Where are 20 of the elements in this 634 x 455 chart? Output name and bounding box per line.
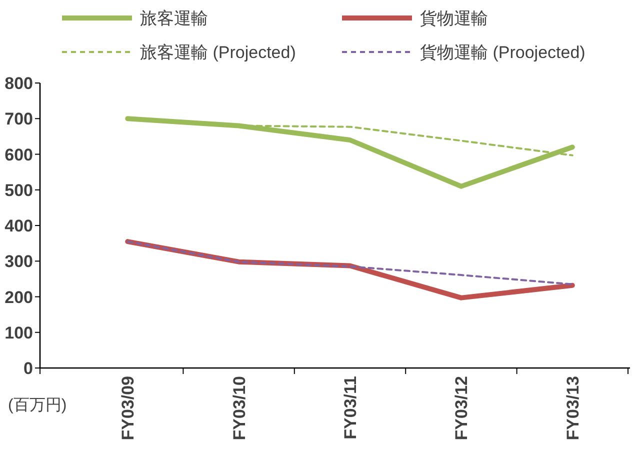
y-tick-label: 100	[4, 323, 33, 342]
y-tick-label: 300	[4, 252, 33, 272]
legend-label: 旅客運輸 (Projected)	[140, 43, 296, 62]
x-tick-label: FY03/10	[230, 376, 249, 440]
y-tick-label: 200	[4, 288, 33, 307]
legend-label: 旅客運輸	[140, 9, 208, 28]
text: (百万円)	[8, 397, 67, 414]
line-series	[126, 240, 574, 286]
y-tick-label: 0	[24, 359, 33, 378]
x-tick-label: FY03/12	[452, 376, 472, 440]
y-tick-label: 500	[4, 180, 33, 200]
y-tick-label: 400	[4, 216, 33, 236]
x-tick-label: FY03/13	[563, 376, 582, 440]
legend-label: 貨物運輸 (Proojected)	[420, 43, 586, 62]
y-tick-label: 800	[4, 74, 33, 93]
x-tick-label: FY03/09	[118, 376, 138, 440]
x-tick-label: FY03/11	[341, 376, 360, 440]
legend-label: 貨物運輸	[420, 9, 488, 28]
y-tick-label: 600	[4, 145, 33, 164]
y-tick-label: 700	[4, 110, 33, 129]
